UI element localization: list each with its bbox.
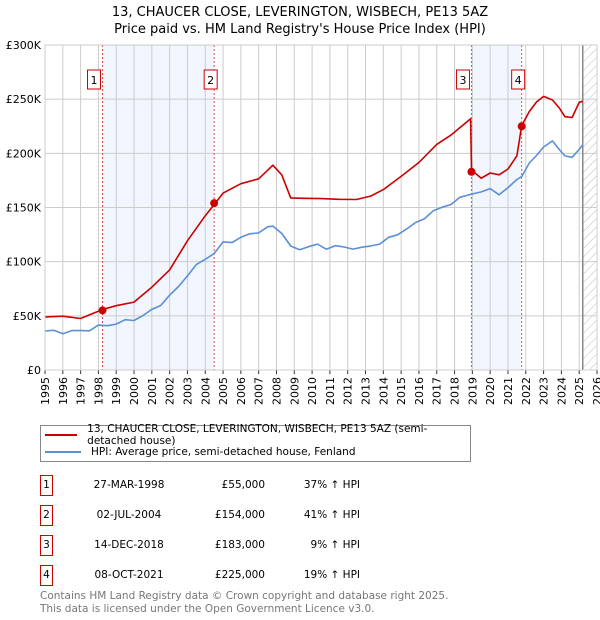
sale-hpi-diff: 19% ↑ HPI [303, 569, 360, 581]
sale-row: 2 02-JUL-2004 £154,000 41% ↑ HPI [40, 505, 440, 526]
sale-hpi-diff: 9% ↑ HPI [310, 539, 360, 551]
price-chart: 1995 1996 1997 1998 1999 2000 2001 2002 2003 2004… [6, 39, 600, 405]
sale-label: 3 [459, 74, 466, 87]
sale-row: 3 14-DEC-2018 £183,000 9% ↑ HPI [40, 535, 440, 556]
sale-badge: 2 [40, 505, 53, 526]
sale-point [517, 122, 526, 131]
sale-badge: 4 [40, 565, 53, 586]
x-tick-label: 2006 [235, 377, 248, 405]
footer-licence: This data is licensed under the Open Gov… [40, 603, 375, 615]
sale-point [210, 199, 219, 208]
x-tick-label: 2008 [270, 377, 283, 405]
x-tick-label: 2012 [342, 377, 355, 405]
x-tick-label: 2018 [449, 377, 462, 405]
legend-swatch-red [45, 434, 78, 436]
x-tick-label: 2004 [199, 377, 212, 405]
x-tick-label: 1996 [57, 377, 70, 405]
x-tick-label: 2025 [573, 377, 586, 405]
x-tick-label: 2005 [217, 377, 230, 405]
legend-label: 13, CHAUCER CLOSE, LEVERINGTON, WISBECH,… [87, 423, 428, 447]
y-tick-label: £250K [6, 93, 42, 106]
footer: Contains HM Land Registry data © Crown c… [40, 590, 448, 616]
legend-item-property: 13, CHAUCER CLOSE, LEVERINGTON, WISBECH,… [45, 423, 470, 447]
x-tick-label: 2016 [413, 377, 426, 405]
sale-badge: 1 [40, 475, 53, 496]
y-tick-label: £0 [27, 364, 41, 377]
y-tick-label: £100K [6, 256, 42, 269]
x-tick-label: 2014 [377, 377, 390, 405]
x-tick-label: 2023 [538, 377, 551, 405]
x-tick-label: 2013 [360, 377, 373, 405]
x-tick-label: 2007 [253, 377, 266, 405]
sale-date: 02-JUL-2004 [96, 509, 162, 521]
y-tick-label: £200K [6, 147, 42, 160]
chart-title: 13, CHAUCER CLOSE, LEVERINGTON, WISBECH,… [111, 5, 489, 20]
footer-copyright: Contains HM Land Registry data © Crown c… [40, 590, 449, 602]
x-tick-label: 2026 [591, 377, 600, 405]
sale-label-box [455, 69, 470, 90]
sale-row: 4 08-OCT-2021 £225,000 19% ↑ HPI [40, 565, 440, 586]
sale-label: 2 [207, 74, 214, 87]
x-tick-label: 1998 [92, 377, 105, 405]
x-tick-label: 1997 [75, 377, 88, 405]
x-tick-label: 2002 [164, 377, 177, 405]
x-tick-label: 2024 [555, 377, 568, 405]
x-tick-label: 1995 [39, 377, 52, 405]
plot-border [44, 44, 598, 371]
sale-point [98, 306, 107, 315]
legend-label: HPI: Average price, semi-detached house,… [91, 446, 356, 458]
sale-price: £225,000 [214, 569, 265, 581]
sale-label: 1 [91, 74, 98, 87]
x-tick-label: 2017 [431, 377, 444, 405]
sale-hpi-diff: 37% ↑ HPI [303, 479, 360, 491]
sale-badge: 3 [40, 535, 53, 556]
sale-date: 14-DEC-2018 [94, 539, 164, 551]
x-tick-label: 2003 [181, 377, 194, 405]
x-tick-label: 2022 [520, 377, 533, 405]
y-tick-label: £50K [13, 310, 42, 323]
property-price-line [44, 95, 584, 320]
x-tick-label: 2009 [288, 377, 301, 405]
legend: 13, CHAUCER CLOSE, LEVERINGTON, WISBECH,… [40, 423, 471, 462]
x-tick-label: 2015 [395, 377, 408, 405]
sale-price: £55,000 [221, 479, 265, 491]
x-tick-label: 2000 [128, 377, 141, 405]
x-tick-label: 2020 [484, 377, 497, 405]
sale-label-box [203, 69, 218, 90]
sale-label-box [511, 69, 526, 90]
sale-hpi-diff: 41% ↑ HPI [303, 509, 360, 521]
y-tick-label: £150K [6, 202, 42, 215]
y-tick-label: £300K [6, 39, 42, 52]
sale-price: £154,000 [214, 509, 265, 521]
x-tick-label: 2011 [324, 377, 337, 405]
sale-label-box [87, 69, 102, 90]
chart-subtitle: Price paid vs. HM Land Registry's House … [114, 22, 486, 37]
sale-date: 27-MAR-1998 [93, 479, 165, 491]
legend-item-hpi: HPI: Average price, semi-detached house,… [45, 444, 355, 460]
x-tick-label: 2019 [466, 377, 479, 405]
sale-price: £183,000 [214, 539, 265, 551]
hpi-line [44, 140, 584, 335]
legend-swatch-blue [45, 451, 81, 453]
x-tick-label: 2010 [306, 377, 319, 405]
x-tick-label: 2001 [146, 377, 159, 405]
sale-row: 1 27-MAR-1998 £55,000 37% ↑ HPI [40, 475, 440, 496]
x-tick-label: 2021 [502, 377, 515, 405]
sale-label: 4 [515, 74, 522, 87]
sale-date: 08-OCT-2021 [94, 569, 164, 581]
x-tick-label: 1999 [110, 377, 123, 405]
sale-point [467, 167, 476, 176]
